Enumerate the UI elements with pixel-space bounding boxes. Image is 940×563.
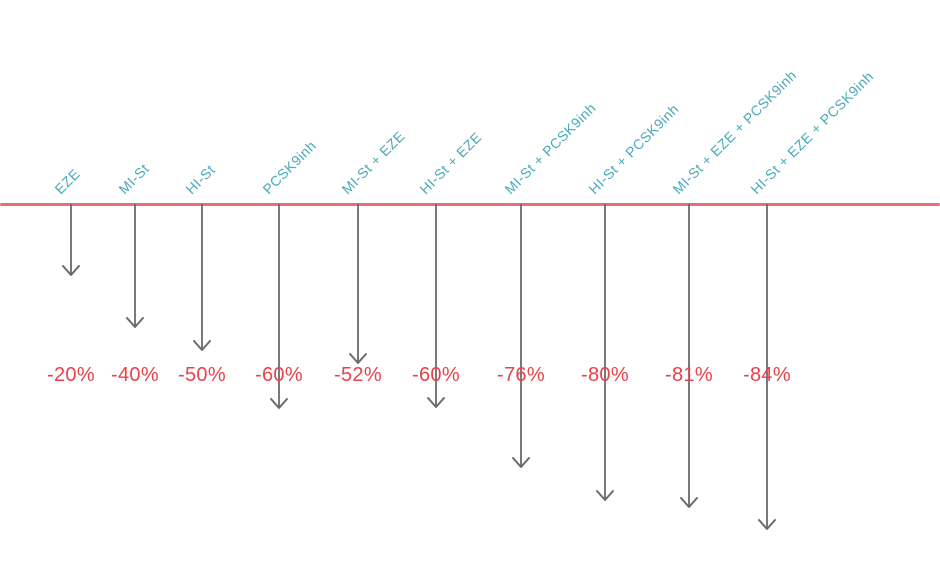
reduction-arrow xyxy=(126,204,144,328)
reduction-arrow xyxy=(758,204,776,530)
reduction-arrow xyxy=(512,204,530,468)
arrowhead-down-icon xyxy=(680,497,698,508)
value-label: -50% xyxy=(178,364,226,386)
reduction-arrow xyxy=(193,204,211,351)
arrowhead-down-icon xyxy=(596,490,614,501)
arrowhead-down-icon xyxy=(193,340,211,351)
value-label: -40% xyxy=(111,364,159,386)
arrowhead-down-icon xyxy=(62,265,80,276)
reduction-arrow xyxy=(62,204,80,276)
reduction-arrow xyxy=(427,204,445,408)
reduction-arrow xyxy=(596,204,614,501)
value-label: -60% xyxy=(255,364,303,386)
baseline xyxy=(0,203,940,206)
value-label: -81% xyxy=(665,364,713,386)
reduction-arrow xyxy=(349,204,367,364)
arrowhead-down-icon xyxy=(349,353,367,364)
value-label: -76% xyxy=(497,364,545,386)
value-label: -20% xyxy=(47,364,95,386)
arrowhead-down-icon xyxy=(126,317,144,328)
value-label: -80% xyxy=(581,364,629,386)
arrowhead-down-icon xyxy=(270,398,288,409)
arrowhead-down-icon xyxy=(512,457,530,468)
arrowhead-down-icon xyxy=(427,397,445,408)
value-label: -52% xyxy=(334,364,382,386)
arrowhead-down-icon xyxy=(758,519,776,530)
value-label: -84% xyxy=(743,364,791,386)
value-label: -60% xyxy=(412,364,460,386)
reduction-arrow xyxy=(680,204,698,508)
reduction-arrow xyxy=(270,204,288,409)
